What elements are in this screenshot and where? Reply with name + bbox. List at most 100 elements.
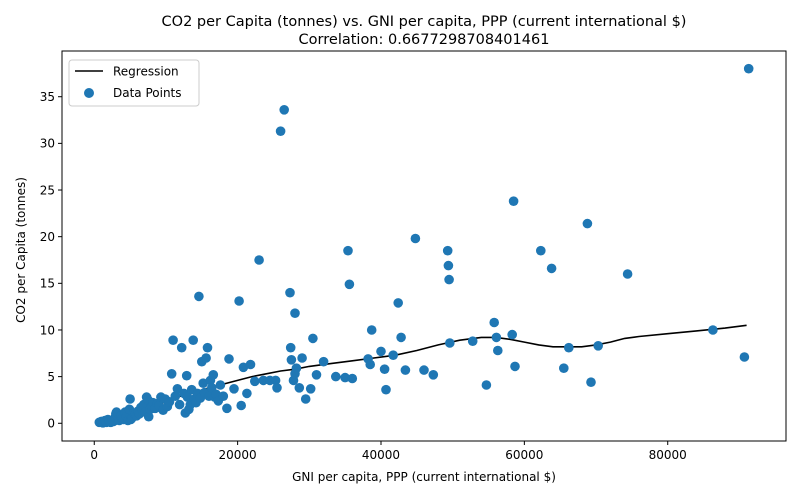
data-point: [305, 384, 316, 394]
data-point: [201, 353, 211, 363]
data-point: [381, 384, 391, 395]
data-point: [215, 380, 226, 390]
data-point: [481, 380, 492, 390]
data-point: [168, 335, 178, 346]
data-point: [340, 372, 350, 383]
data-point: [285, 342, 296, 353]
data-point: [218, 391, 229, 402]
plot-frame: [61, 50, 787, 442]
data-point: [507, 329, 517, 340]
data-point: [708, 325, 718, 335]
x-tick-label: 80000: [649, 448, 687, 462]
data-point: [300, 394, 311, 404]
x-axis-label: GNI per capita, PPP (current internation…: [292, 470, 556, 484]
data-point: [586, 377, 596, 388]
data-point: [308, 333, 318, 344]
data-point: [208, 370, 219, 380]
y-tick-label: 10: [40, 323, 55, 337]
y-tick-label: 30: [40, 137, 55, 151]
plot-area: [62, 51, 786, 441]
x-tick-label: 0: [90, 448, 98, 462]
data-point: [275, 126, 286, 136]
data-point: [290, 308, 300, 319]
data-point: [181, 370, 192, 381]
data-point: [343, 245, 353, 256]
y-tick-label: 0: [47, 417, 55, 431]
data-point: [388, 350, 399, 361]
data-point: [743, 63, 754, 74]
data-point: [376, 346, 386, 357]
data-point: [318, 356, 329, 367]
x-tick-label: 20000: [219, 448, 257, 462]
data-point: [366, 325, 377, 335]
y-tick-label: 35: [40, 90, 55, 104]
data-point: [467, 336, 478, 347]
data-point: [234, 296, 244, 306]
plot-background: [62, 51, 786, 441]
data-point: [400, 365, 411, 375]
data-point: [311, 370, 322, 380]
legend-points-swatch: [84, 88, 94, 98]
axes-frame: [61, 50, 787, 442]
data-point: [297, 353, 307, 363]
data-point: [174, 399, 185, 410]
data-point: [559, 363, 569, 374]
data-point: [491, 332, 502, 343]
data-point: [291, 363, 302, 374]
data-point: [279, 105, 290, 115]
data-point: [739, 352, 750, 362]
data-point: [250, 376, 260, 387]
x-tick-label: 40000: [362, 448, 400, 462]
data-point: [365, 359, 376, 370]
legend-points-label: Data Points: [113, 86, 182, 100]
data-point: [125, 394, 135, 404]
data-point: [331, 371, 341, 382]
data-point: [344, 279, 355, 290]
data-point: [170, 391, 181, 402]
data-points-layer: [94, 63, 754, 428]
data-point: [442, 245, 453, 256]
data-point: [229, 384, 239, 394]
data-point: [143, 411, 154, 422]
data-point: [445, 338, 455, 348]
legend: Regression Data Points: [68, 59, 200, 107]
data-point: [188, 335, 198, 346]
data-point: [242, 388, 252, 399]
data-point: [176, 342, 187, 353]
data-point: [593, 341, 603, 351]
y-tick-label: 25: [40, 183, 55, 197]
y-axis-label: CO2 per Capita (tonnes): [14, 177, 28, 323]
data-point: [419, 365, 429, 375]
data-point: [272, 383, 282, 393]
data-point: [236, 400, 246, 411]
data-point: [564, 342, 574, 353]
data-point: [198, 378, 208, 389]
data-point: [202, 342, 213, 353]
data-point: [582, 218, 593, 229]
x-tick-label: 60000: [505, 448, 543, 462]
data-point: [182, 392, 193, 402]
data-point: [245, 359, 256, 370]
data-point: [396, 332, 406, 343]
chart-title: CO2 per Capita (tonnes) vs. GNI per capi…: [162, 14, 687, 30]
data-point: [536, 245, 546, 256]
data-point: [546, 263, 557, 274]
data-point: [444, 274, 454, 285]
y-tick-label: 5: [47, 370, 55, 384]
data-point: [428, 370, 439, 380]
data-point: [285, 287, 295, 298]
data-point: [622, 269, 633, 279]
data-point: [508, 196, 519, 206]
legend-regression-label: Regression: [113, 65, 179, 79]
data-point: [194, 291, 204, 302]
x-axis-ticks: 0 20000 40000 60000 80000: [90, 441, 687, 462]
y-tick-label: 20: [40, 230, 55, 244]
data-point: [393, 298, 404, 308]
data-point: [254, 255, 264, 265]
data-point: [166, 369, 177, 379]
data-point: [410, 233, 421, 244]
chart-subtitle: Correlation: 0.6677298708401461: [299, 32, 550, 48]
data-point: [224, 354, 234, 364]
y-tick-label: 15: [40, 277, 55, 291]
